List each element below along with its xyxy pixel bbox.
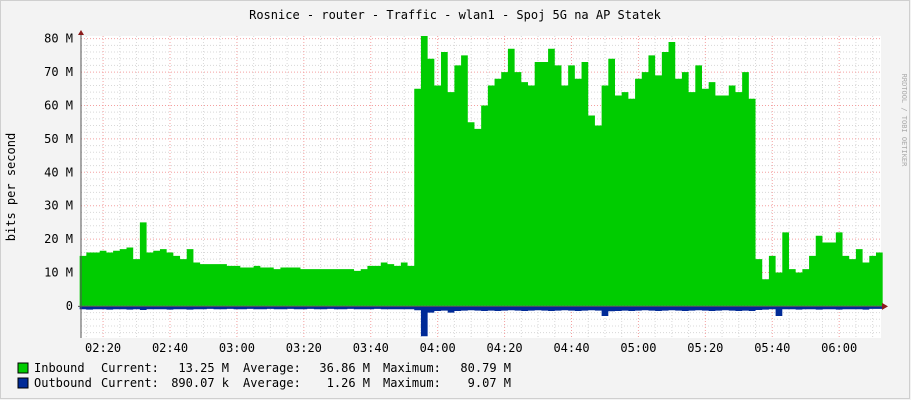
legend-label-inbound: Inbound <box>34 361 85 375</box>
data-marks <box>79 36 883 337</box>
legend-outbound-maximum: 9.07 M <box>468 376 511 390</box>
y-tick-label: 80 M <box>44 32 73 46</box>
x-tick-label: 04:20 <box>487 341 523 355</box>
legend-swatch-inbound <box>17 362 29 374</box>
y-axis-label: bits per second <box>4 133 18 241</box>
area-inbound <box>79 36 883 306</box>
y-tick-label: 50 M <box>44 132 73 146</box>
x-axis-arrow-icon <box>882 302 888 310</box>
legend-average-label: Average: <box>243 376 301 390</box>
legend-maximum-label: Maximum: <box>383 361 441 375</box>
area-outbound <box>79 305 883 337</box>
x-tick-label: 03:20 <box>286 341 322 355</box>
x-tick-label: 05:20 <box>687 341 723 355</box>
y-tick-label: 10 M <box>44 266 73 280</box>
y-tick-label: 40 M <box>44 165 73 179</box>
x-tick-label: 05:40 <box>754 341 790 355</box>
x-tick-label: 06:00 <box>821 341 857 355</box>
y-tick-label: 70 M <box>44 65 73 79</box>
watermark: RRDTOOL / TOBI OETIKER <box>900 74 908 168</box>
x-tick-label: 02:20 <box>85 341 121 355</box>
legend-outbound-current: 890.07 k <box>171 376 230 390</box>
legend-current-label: Current: <box>101 376 159 390</box>
legend-outbound-average: 1.26 M <box>327 376 370 390</box>
x-tick-label: 03:40 <box>353 341 389 355</box>
axes: 0 10 M 20 M 30 M 40 M 50 M 60 M 70 M 80 M 02:20 02… <box>44 30 888 355</box>
legend-average-label: Average: <box>243 361 301 375</box>
legend-inbound-maximum: 80.79 M <box>460 361 511 375</box>
x-tick-label: 04:40 <box>553 341 589 355</box>
legend-label-outbound: Outbound <box>34 376 92 390</box>
legend: Inbound Current: 13.25 M Average: 36.86 … <box>17 361 511 390</box>
y-tick-label: 60 M <box>44 98 73 112</box>
legend-current-label: Current: <box>101 361 159 375</box>
x-tick-label: 03:00 <box>219 341 255 355</box>
chart-title: Rosnice - router - Traffic - wlan1 - Spo… <box>249 8 662 22</box>
x-tick-label: 05:00 <box>620 341 656 355</box>
legend-swatch-outbound <box>17 377 29 389</box>
legend-inbound-average: 36.86 M <box>319 361 370 375</box>
y-tick-label: 30 M <box>44 199 73 213</box>
y-tick-label: 0 <box>66 299 73 313</box>
legend-inbound-current: 13.25 M <box>178 361 229 375</box>
y-axis-arrow-icon <box>78 30 84 35</box>
x-tick-label: 02:40 <box>152 341 188 355</box>
y-tick-label: 20 M <box>44 232 73 246</box>
legend-maximum-label: Maximum: <box>383 376 441 390</box>
x-tick-label: 04:00 <box>420 341 456 355</box>
